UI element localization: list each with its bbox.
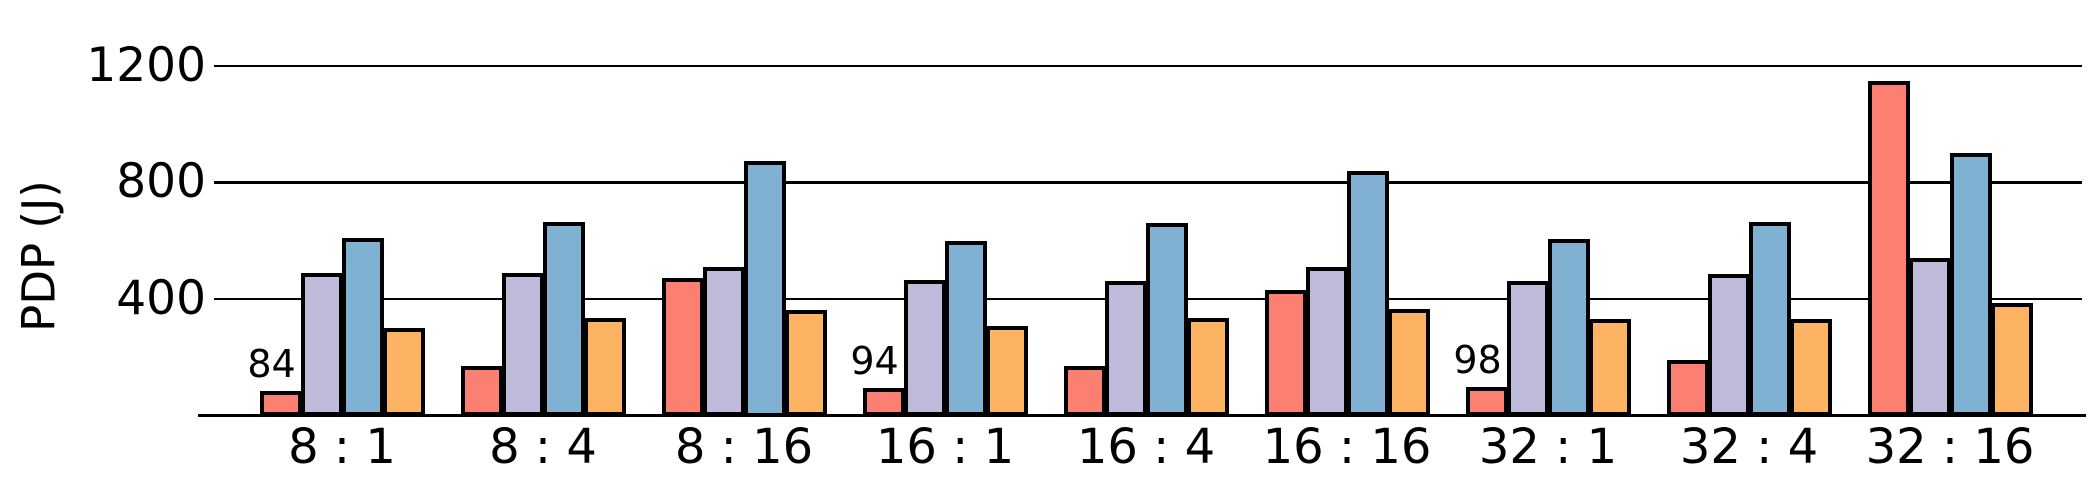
bar-orange-series-group-2: [583, 317, 626, 417]
bar-blue-series-group-3: [743, 160, 786, 417]
bar-blue-series-group-9: [1949, 153, 1992, 417]
x-tick-label-3: 8 : 16: [674, 419, 814, 475]
bar-salmon-series-group-7: [1465, 386, 1508, 417]
y-tick-label-800: 800: [116, 154, 206, 210]
y-tick-label-1200: 1200: [86, 38, 206, 94]
bar-salmon-series-group-9: [1867, 80, 1910, 417]
bar-blue-series-group-6: [1346, 170, 1389, 417]
bar-orange-series-group-9: [1990, 303, 2033, 417]
bar-lavender-series-group-8: [1707, 273, 1750, 417]
x-tick-label-9: 32 : 16: [1865, 419, 2035, 475]
bar-blue-series-group-4: [944, 240, 987, 417]
x-axis-line: [198, 413, 2086, 417]
x-tick-label-5: 16 : 4: [1076, 419, 1216, 475]
bar-salmon-series-group-8: [1666, 359, 1709, 417]
bar-salmon-series-group-4: [862, 387, 905, 417]
bar-salmon-series-group-5: [1063, 365, 1106, 417]
x-tick-label-4: 16 : 1: [875, 419, 1015, 475]
bar-orange-series-group-8: [1789, 319, 1832, 417]
bar-lavender-series-group-2: [501, 272, 544, 417]
bar-orange-series-group-1: [382, 327, 425, 417]
bar-lavender-series-group-3: [702, 266, 745, 417]
bar-salmon-series-group-2: [460, 365, 503, 417]
gridline-800: [214, 181, 2082, 184]
x-tick-label-6: 16 : 16: [1262, 419, 1432, 475]
x-tick-label-7: 32 : 1: [1478, 419, 1618, 475]
bar-value-annotation: 94: [850, 338, 899, 383]
gridline-1200: [214, 64, 2082, 68]
bar-orange-series-group-4: [985, 326, 1028, 417]
bar-salmon-series-group-3: [661, 278, 704, 417]
y-tick-label-400: 400: [116, 270, 206, 326]
bar-blue-series-group-8: [1748, 221, 1791, 417]
bar-orange-series-group-3: [784, 310, 827, 417]
x-tick-label-2: 8 : 4: [489, 419, 597, 475]
bar-blue-series-group-1: [341, 237, 384, 417]
bar-salmon-series-group-6: [1264, 289, 1307, 417]
x-tick-label-8: 32 : 4: [1679, 419, 1819, 475]
bar-lavender-series-group-7: [1506, 281, 1549, 417]
bar-lavender-series-group-9: [1908, 257, 1951, 417]
bar-lavender-series-group-5: [1104, 281, 1147, 417]
bar-blue-series-group-5: [1145, 223, 1188, 417]
x-tick-label-1: 8 : 1: [288, 419, 396, 475]
bar-value-annotation: 98: [1453, 337, 1502, 382]
bar-blue-series-group-2: [542, 221, 585, 417]
bar-orange-series-group-7: [1588, 319, 1631, 417]
bar-lavender-series-group-6: [1305, 266, 1348, 417]
bar-orange-series-group-5: [1186, 317, 1229, 417]
bar-blue-series-group-7: [1547, 239, 1590, 417]
bar-value-annotation: 84: [247, 341, 296, 386]
